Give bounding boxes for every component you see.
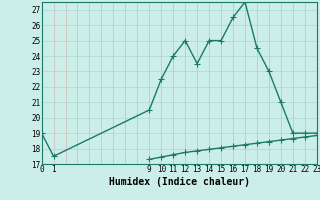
X-axis label: Humidex (Indice chaleur): Humidex (Indice chaleur) <box>109 177 250 187</box>
